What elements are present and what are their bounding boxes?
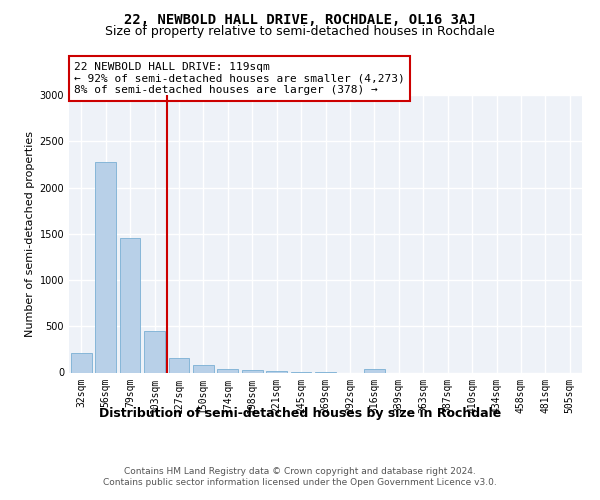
Text: 22 NEWBOLD HALL DRIVE: 119sqm
← 92% of semi-detached houses are smaller (4,273)
: 22 NEWBOLD HALL DRIVE: 119sqm ← 92% of s… bbox=[74, 62, 405, 95]
Text: Distribution of semi-detached houses by size in Rochdale: Distribution of semi-detached houses by … bbox=[99, 408, 501, 420]
Text: Contains HM Land Registry data © Crown copyright and database right 2024.
Contai: Contains HM Land Registry data © Crown c… bbox=[103, 468, 497, 487]
Text: Size of property relative to semi-detached houses in Rochdale: Size of property relative to semi-detach… bbox=[105, 25, 495, 38]
Bar bbox=[217, 369, 238, 372]
Bar bbox=[71, 352, 92, 372]
Bar bbox=[119, 238, 140, 372]
Bar bbox=[95, 162, 116, 372]
Bar bbox=[364, 369, 385, 372]
Bar bbox=[144, 331, 165, 372]
Bar bbox=[193, 365, 214, 372]
Text: 22, NEWBOLD HALL DRIVE, ROCHDALE, OL16 3AJ: 22, NEWBOLD HALL DRIVE, ROCHDALE, OL16 3… bbox=[124, 12, 476, 26]
Bar bbox=[169, 358, 190, 372]
Bar bbox=[266, 371, 287, 372]
Y-axis label: Number of semi-detached properties: Number of semi-detached properties bbox=[25, 130, 35, 337]
Bar bbox=[242, 370, 263, 372]
